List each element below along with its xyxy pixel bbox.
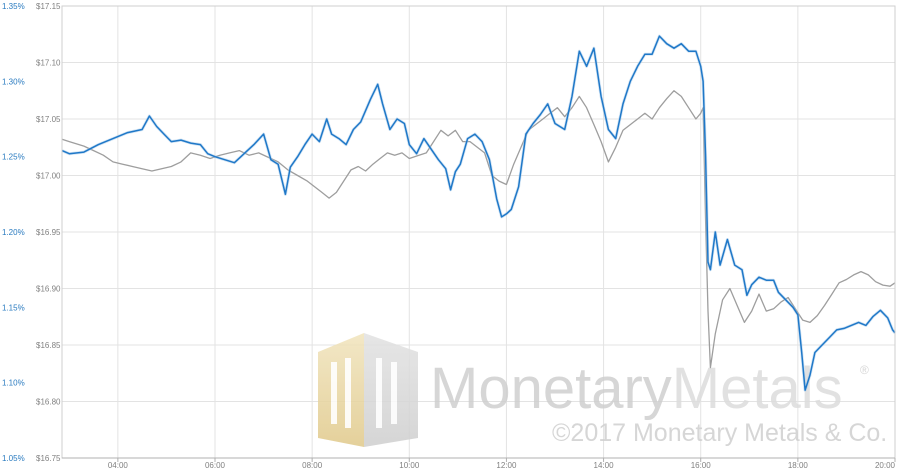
y-tick-label-percent: 1.15% xyxy=(2,303,25,312)
watermark-brand: MonetaryMetals xyxy=(430,356,843,421)
watermark: MonetaryMetals ® ©2017 Monetary Metals &… xyxy=(318,333,887,447)
y-tick-label-percent: 1.10% xyxy=(2,379,25,388)
watermark-copyright: ©2017 Monetary Metals & Co. xyxy=(552,419,887,447)
y-tick-label-price: $16.75 xyxy=(36,454,61,463)
y-tick-label-price: $17.15 xyxy=(36,2,61,11)
y-tick-label-price: $16.95 xyxy=(36,228,61,237)
y-axis-price: $17.15 $17.10 $17.05 $17.00 $16.95 $16.90 $16.… xyxy=(36,2,61,463)
y-tick-label-percent: 1.25% xyxy=(2,153,25,162)
y-tick-label-price: $16.85 xyxy=(36,341,61,350)
x-tick-label: 20:00 xyxy=(875,461,896,470)
series-line-percent xyxy=(61,35,896,391)
series-layer xyxy=(61,34,897,392)
x-tick-label: 18:00 xyxy=(788,461,809,470)
y-tick-label-percent: 1.30% xyxy=(2,77,25,86)
y-tick-label-price: $17.10 xyxy=(36,59,61,68)
x-tick-label: 12:00 xyxy=(496,461,517,470)
y-tick-label-price: $17.05 xyxy=(36,115,61,124)
series-line-price xyxy=(61,90,896,369)
watermark-brand-part2: Metals xyxy=(672,356,843,421)
y-tick-label-percent: 1.35% xyxy=(2,2,25,11)
y-tick-label-percent: 1.20% xyxy=(2,228,25,237)
monetary-metals-logo xyxy=(318,333,418,447)
x-tick-label: 16:00 xyxy=(691,461,712,470)
x-tick-label: 14:00 xyxy=(594,461,615,470)
watermark-brand-part1: Monetary xyxy=(430,356,672,421)
watermark-registered-mark: ® xyxy=(860,363,869,377)
y-axis-percent: 1.35% 1.30% 1.25% 1.20% 1.15% 1.10% 1.05% xyxy=(2,2,25,463)
y-tick-label-percent: 1.05% xyxy=(2,454,25,463)
y-tick-label-price: $17.00 xyxy=(36,172,61,181)
x-axis-time: 04:00 06:00 08:00 10:00 12:00 14:00 16:00 18:00… xyxy=(108,458,896,470)
x-tick-label: 10:00 xyxy=(399,461,420,470)
y-tick-label-price: $16.90 xyxy=(36,285,61,294)
x-tick-label: 08:00 xyxy=(302,461,323,470)
x-tick-label: 06:00 xyxy=(205,461,226,470)
y-tick-label-price: $16.80 xyxy=(36,398,61,407)
x-tick-label: 04:00 xyxy=(108,461,129,470)
